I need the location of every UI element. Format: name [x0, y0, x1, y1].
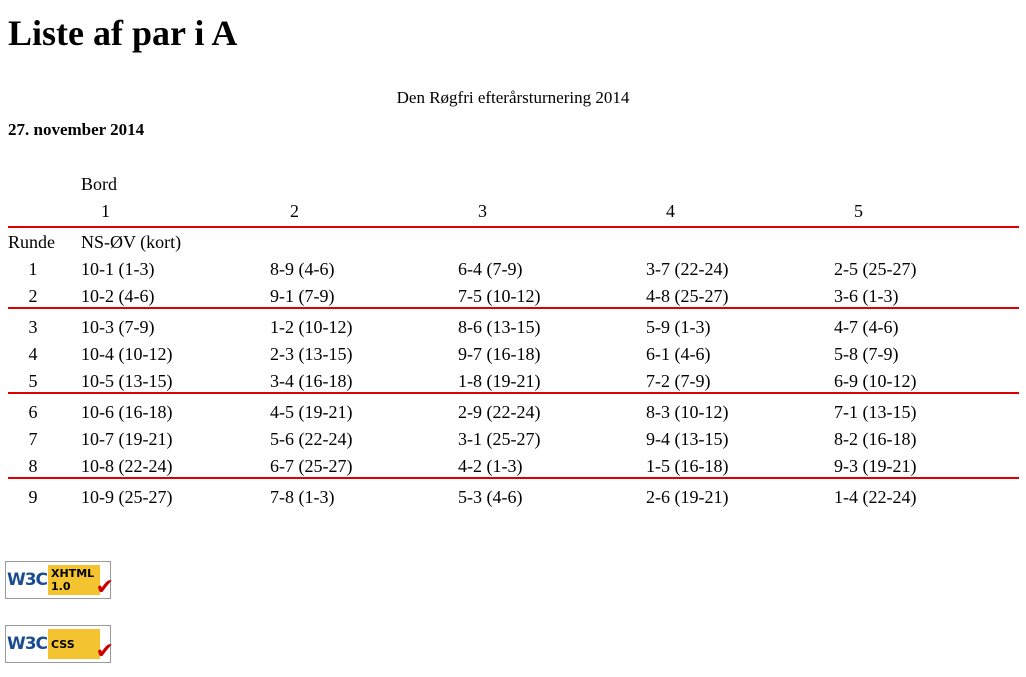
pair-cell: 1-8 (19-21): [458, 371, 541, 391]
badge-logo: W3C: [6, 570, 48, 590]
table-number: 1: [101, 201, 110, 221]
pair-cell: 7-8 (1-3): [270, 487, 335, 507]
check-icon: ✔: [95, 639, 114, 664]
pair-cell: 2-9 (22-24): [458, 402, 541, 422]
table-number: 2: [290, 201, 299, 221]
pair-cell: 10-6 (16-18): [81, 402, 173, 422]
pair-cell: 1-2 (10-12): [270, 317, 353, 337]
round-number: 3: [28, 317, 38, 337]
pair-cell: 10-4 (10-12): [81, 344, 173, 364]
pair-cell: 3-1 (25-27): [458, 429, 541, 449]
pair-cell: 7-1 (13-15): [834, 402, 917, 422]
pair-cell: 4-7 (4-6): [834, 317, 899, 337]
pair-cell: 10-5 (13-15): [81, 371, 173, 391]
pair-cell: 10-7 (19-21): [81, 429, 173, 449]
separator: [8, 392, 1019, 394]
pair-cell: 3-4 (16-18): [270, 371, 353, 391]
pair-cell: 7-2 (7-9): [646, 371, 711, 391]
badge-text: XHTML 1.0: [48, 565, 100, 595]
pair-cell: 9-3 (19-21): [834, 456, 917, 476]
table-label: Bord: [81, 174, 117, 194]
pair-cell: 8-3 (10-12): [646, 402, 729, 422]
pair-cell: 6-7 (25-27): [270, 456, 353, 476]
date: 27. november 2014: [8, 120, 145, 139]
pair-cell: 3-7 (22-24): [646, 259, 729, 279]
round-number: 7: [28, 429, 38, 449]
pair-cell: 5-9 (1-3): [646, 317, 711, 337]
separator: [8, 307, 1019, 309]
pair-cell: 5-6 (22-24): [270, 429, 353, 449]
pair-cell: 10-8 (22-24): [81, 456, 173, 476]
pair-cell: 1-5 (16-18): [646, 456, 729, 476]
table-number: 3: [478, 201, 487, 221]
pair-cell: 5-8 (7-9): [834, 344, 899, 364]
pair-cell: 6-1 (4-6): [646, 344, 711, 364]
subtitle: Den Røgfri efterårsturnering 2014: [396, 88, 630, 107]
round-number: 1: [28, 259, 38, 279]
pair-cell: 4-2 (1-3): [458, 456, 523, 476]
pair-cell: 9-7 (16-18): [458, 344, 541, 364]
separator: [8, 477, 1019, 479]
pair-cell: 4-8 (25-27): [646, 286, 729, 306]
check-icon: ✔: [95, 575, 114, 600]
round-number: 2: [28, 286, 38, 306]
badge-logo: W3C: [6, 634, 48, 654]
pair-cell: 6-4 (7-9): [458, 259, 523, 279]
pair-cell: 6-9 (10-12): [834, 371, 917, 391]
pair-cell: 1-4 (22-24): [834, 487, 917, 507]
badge-text: CSS: [48, 629, 100, 659]
validator-badge[interactable]: W3C XHTML 1.0 ✔: [5, 561, 114, 600]
pair-cell: 10-3 (7-9): [81, 317, 155, 337]
page-title: Liste af par i A: [8, 13, 238, 53]
pair-cell: 10-2 (4-6): [81, 286, 155, 306]
round-number: 9: [28, 487, 38, 507]
pair-cell: 10-9 (25-27): [81, 487, 173, 507]
pair-cell: 9-1 (7-9): [270, 286, 335, 306]
round-label: Runde: [8, 232, 55, 252]
pair-cell: 3-6 (1-3): [834, 286, 899, 306]
pair-cell: 5-3 (4-6): [458, 487, 523, 507]
pair-cell: 9-4 (13-15): [646, 429, 729, 449]
pair-cell: 4-5 (19-21): [270, 402, 353, 422]
table-number: 5: [854, 201, 863, 221]
pair-cell: 2-3 (13-15): [270, 344, 353, 364]
validator-badge[interactable]: W3C CSS ✔: [5, 625, 114, 664]
pair-label: NS-ØV (kort): [81, 232, 182, 252]
round-number: 5: [28, 371, 38, 391]
table-number: 4: [666, 201, 675, 221]
round-number: 6: [28, 402, 38, 422]
pair-cell: 2-5 (25-27): [834, 259, 917, 279]
pair-cell: 8-9 (4-6): [270, 259, 335, 279]
pair-cell: 8-2 (16-18): [834, 429, 917, 449]
round-number: 4: [28, 344, 38, 364]
separator: [8, 226, 1019, 228]
pair-cell: 7-5 (10-12): [458, 286, 541, 306]
pair-cell: 2-6 (19-21): [646, 487, 729, 507]
round-number: 8: [28, 456, 38, 476]
pair-cell: 10-1 (1-3): [81, 259, 155, 279]
pair-cell: 8-6 (13-15): [458, 317, 541, 337]
